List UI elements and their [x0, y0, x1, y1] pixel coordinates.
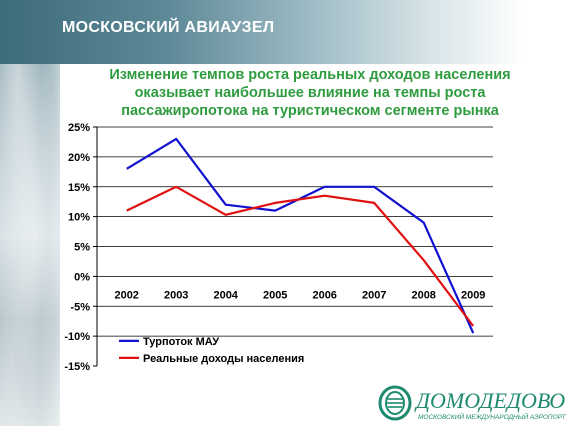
logo-subtitle: МОСКОВСКИЙ МЕЖДУНАРОДНЫЙ АЭРОПОРТ	[418, 412, 567, 421]
x-tick-label: 2005	[263, 289, 287, 301]
y-tick-label: 0%	[74, 271, 90, 283]
x-tick-label: 2007	[362, 289, 386, 301]
logo-name: ДОМОДЕДОВО	[414, 388, 565, 413]
legend-label: Турпоток МАУ	[143, 336, 219, 348]
series-line-1	[126, 137, 475, 334]
y-tick-label: 10%	[68, 212, 90, 224]
chart-title-line-3: пассажиропотока на туристическом сегмент…	[121, 103, 499, 119]
x-tick-label: 2004	[213, 289, 238, 301]
chart-title-line-2: оказывает наибольшее влияние на темпы ро…	[134, 85, 486, 101]
domodedovo-logo: ДОМОДЕДОВО МОСКОВСКИЙ МЕЖДУНАРОДНЫЙ АЭРО…	[378, 383, 568, 423]
airport-ring-logo-icon: ДОМОДЕДОВО МОСКОВСКИЙ МЕЖДУНАРОДНЫЙ АЭРО…	[378, 385, 567, 421]
x-tick-label: 2009	[461, 289, 485, 301]
y-tick-label: 25%	[68, 122, 90, 134]
header-title: МОСКОВСКИЙ АВИАУЗЕЛ	[62, 19, 275, 36]
photo-fade	[40, 0, 80, 426]
x-tick-label: 2003	[164, 289, 188, 301]
x-tick-label: 2006	[312, 289, 336, 301]
y-tick-label: -15%	[64, 361, 90, 373]
x-tick-label: 2008	[411, 289, 435, 301]
series-line-2	[126, 185, 475, 327]
y-tick-label: 15%	[68, 182, 90, 194]
chart-title-line-1: Изменение темпов роста реальных доходов …	[109, 67, 511, 83]
y-tick-label: 5%	[74, 242, 90, 254]
y-tick-label: -10%	[64, 331, 90, 343]
y-tick-label: 20%	[68, 152, 90, 164]
x-tick-label: 2002	[114, 289, 138, 301]
y-tick-label: -5%	[70, 301, 90, 313]
legend-label: Реальные доходы населения	[143, 353, 304, 365]
header-band	[0, 0, 569, 64]
